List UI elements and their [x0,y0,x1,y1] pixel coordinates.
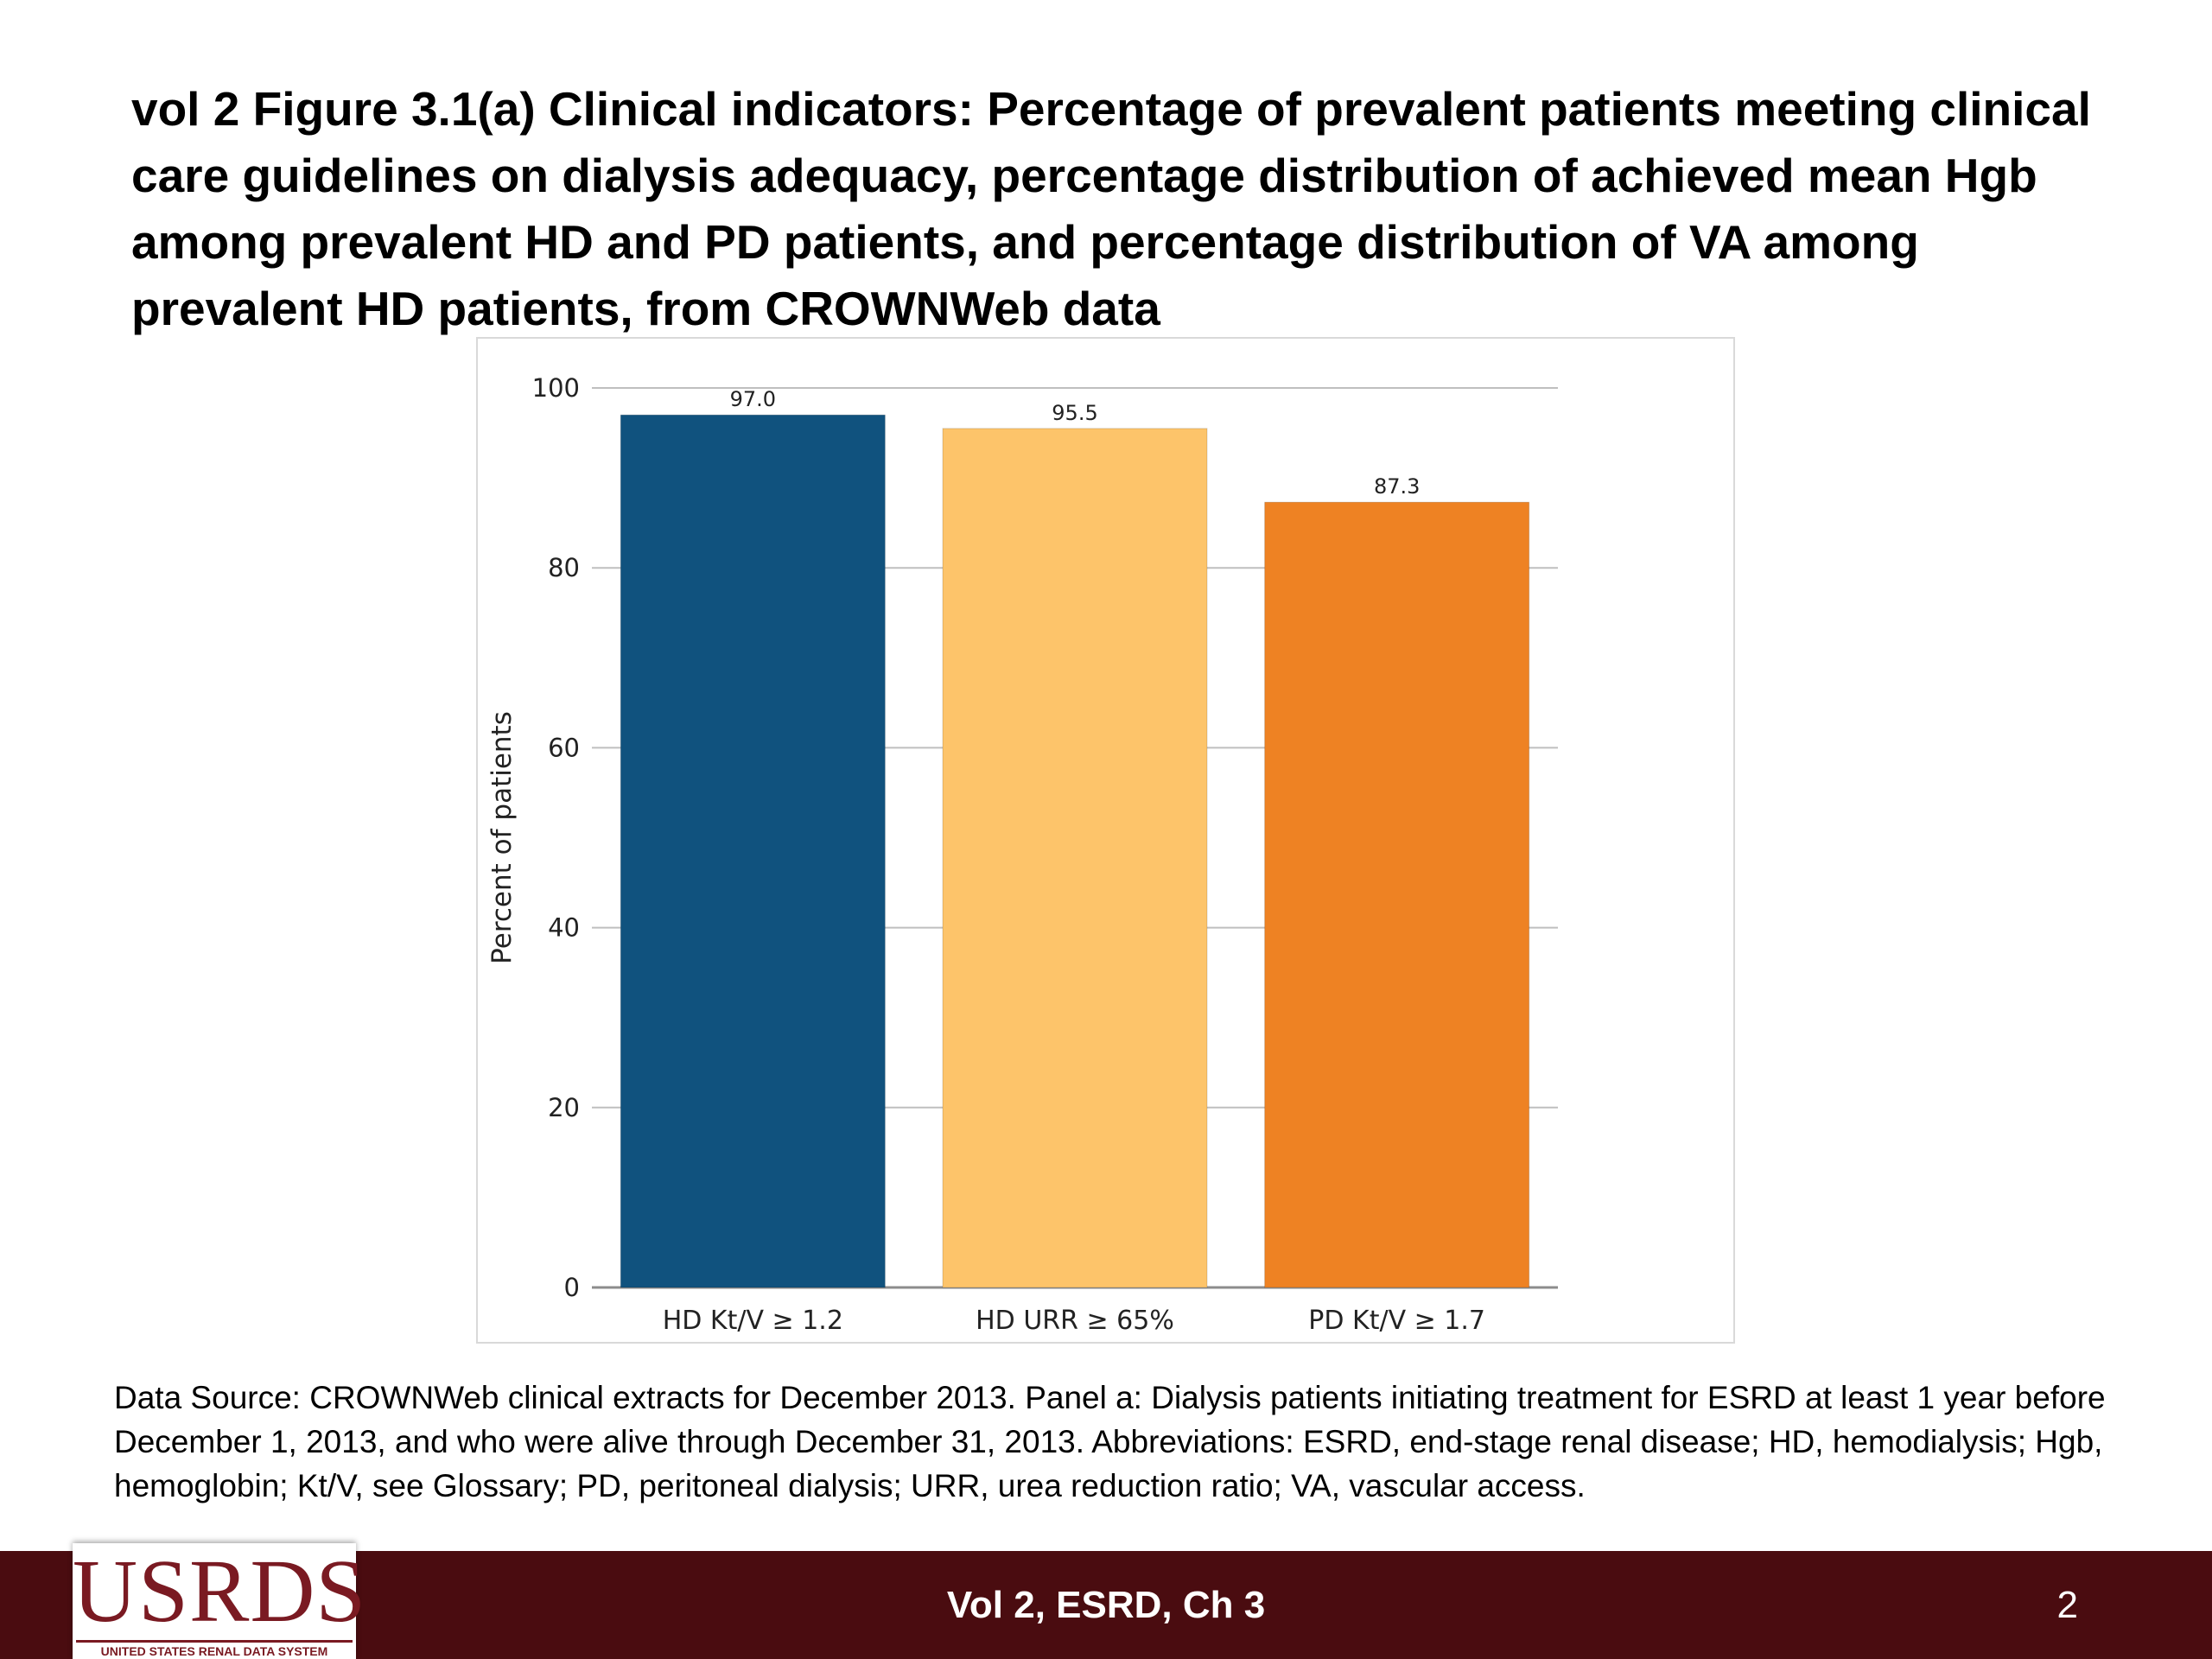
y-axis-label: Percent of patients [486,711,518,964]
bar-value-label: 97.0 [730,387,776,411]
x-tick-label: HD Kt/V ≥ 1.2 [663,1306,843,1336]
page-number: 2 [2056,1584,2078,1626]
bar-value-label: 87.3 [1374,474,1420,499]
usrds-logo: USRDS UNITED STATES RENAL DATA SYSTEM [73,1541,367,1659]
bar [620,414,886,1288]
slide-title: vol 2 Figure 3.1(a) Clinical indicators:… [131,82,2091,335]
chart-frame: 0 20 40 60 80 100 Percent of patients 97.0 HD Kt… [476,337,1735,1344]
y-tick-label: 0 [564,1273,580,1302]
y-tick-label: 60 [548,733,580,762]
data-source-note: Data Source: CROWNWeb clinical extracts … [114,1380,2106,1503]
y-tick-label: 80 [548,553,580,582]
y-tick-label: 100 [532,373,580,403]
y-tick-label: 20 [548,1093,580,1122]
logo-rule [76,1640,353,1643]
bar-value-label: 95.5 [1052,401,1097,425]
logo-subtitle: UNITED STATES RENAL DATA SYSTEM [100,1644,328,1658]
bar-chart: 0 20 40 60 80 100 Percent of patients 97.0 HD Kt… [486,373,1558,1336]
logo-wordmark: USRDS [73,1541,367,1641]
bar [1264,501,1530,1288]
bar [942,428,1208,1288]
x-tick-label: PD Kt/V ≥ 1.7 [1308,1306,1485,1336]
footer-chapter-label: Vol 2, ESRD, Ch 3 [946,1584,1266,1626]
x-tick-label: HD URR ≥ 65% [976,1306,1174,1336]
y-tick-label: 40 [548,913,580,943]
footer-bar [0,1551,2212,1659]
